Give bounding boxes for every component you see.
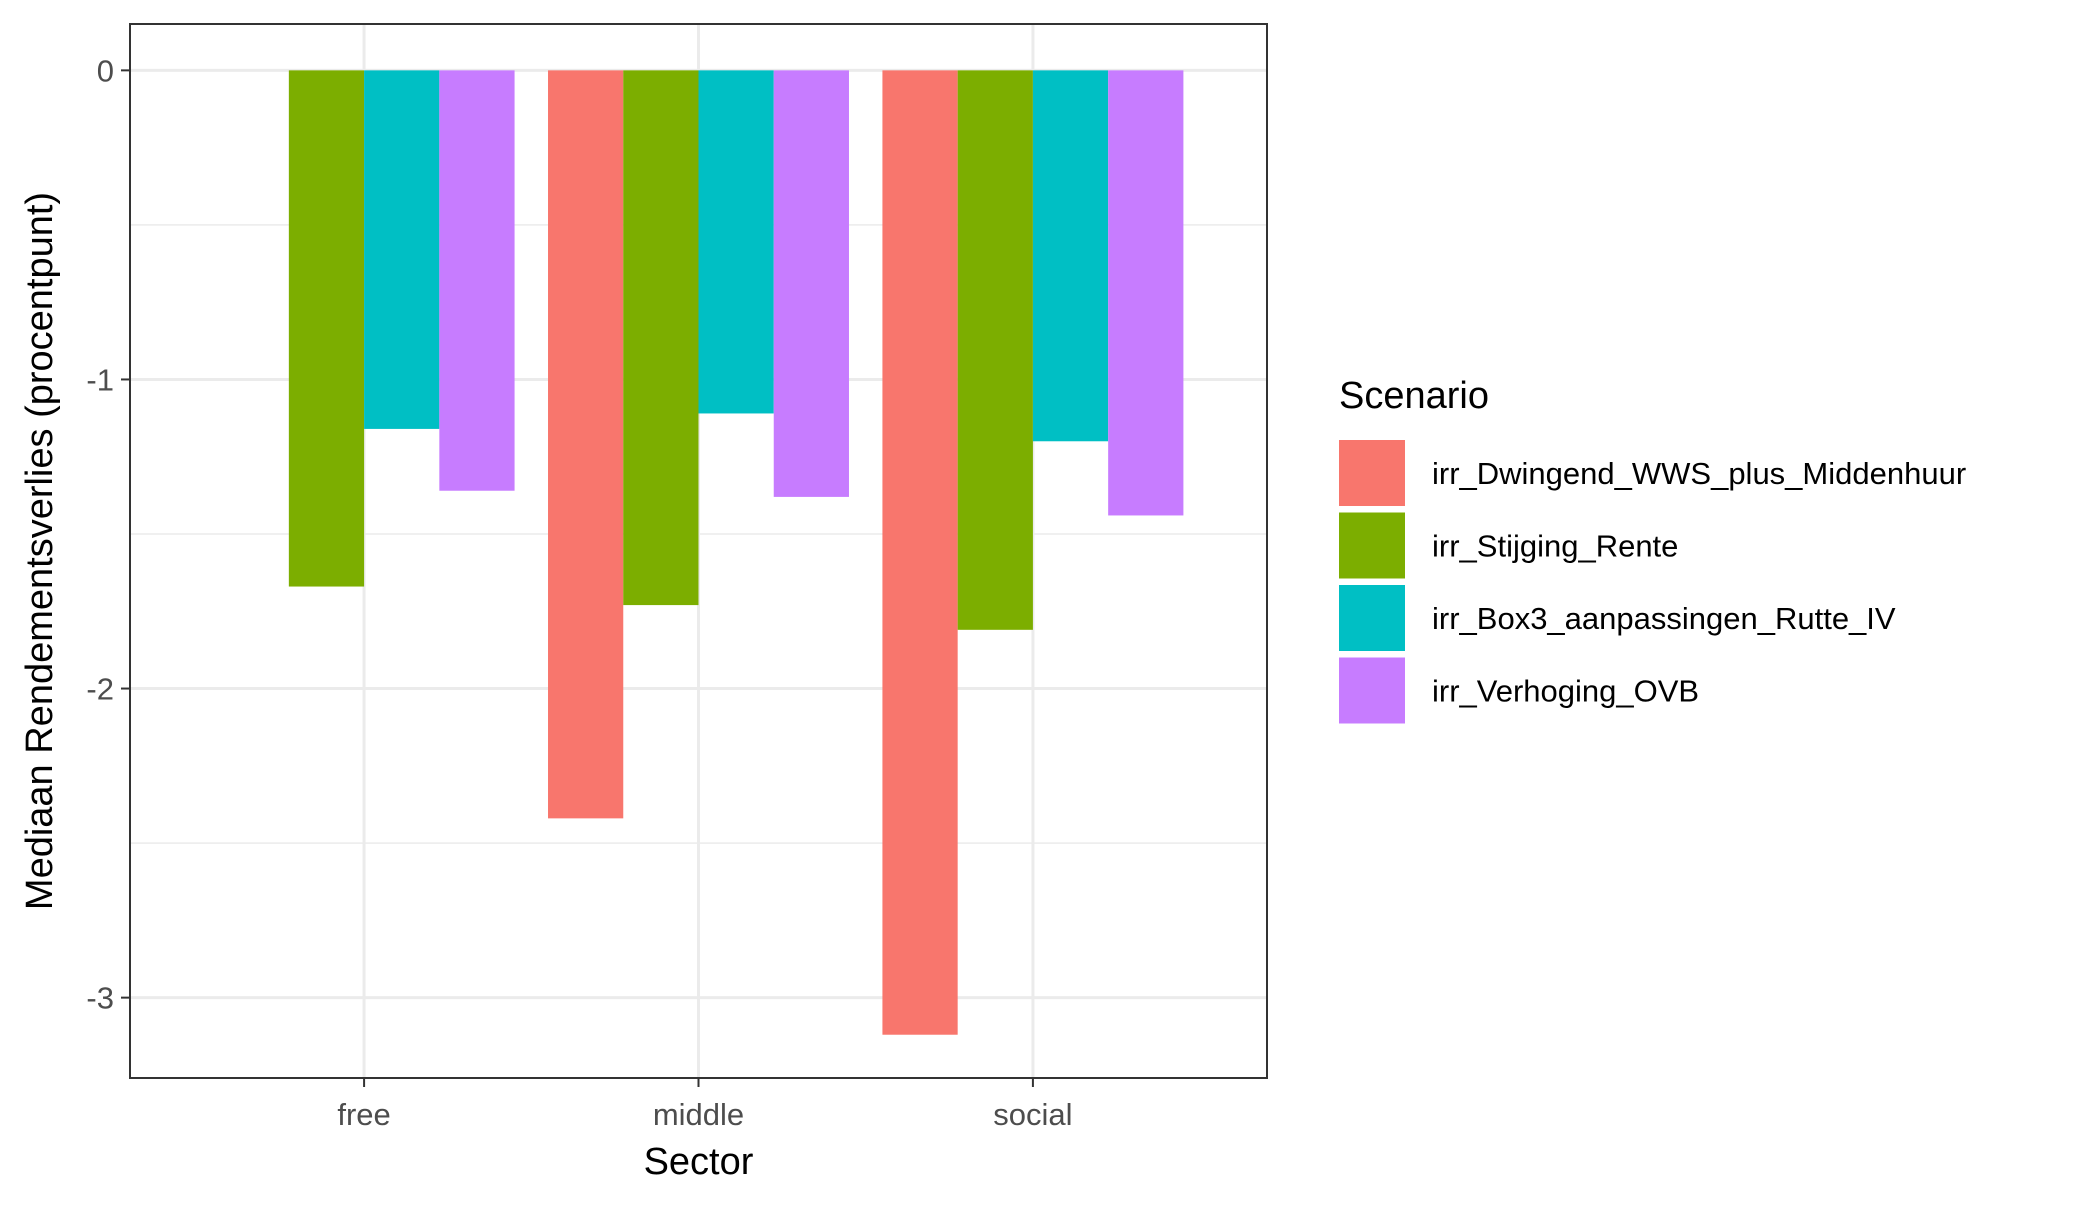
bar	[288, 70, 365, 587]
x-tick-label: social	[993, 1097, 1072, 1132]
legend: Scenario irr_Dwingend_WWS_plus_Middenhuu…	[1339, 375, 1966, 724]
bars	[288, 70, 1184, 1035]
bar	[882, 70, 958, 1035]
bar	[548, 70, 624, 819]
legend-label: irr_Verhoging_OVB	[1432, 674, 1699, 709]
legend-label: irr_Stijging_Rente	[1432, 529, 1678, 564]
bar	[957, 70, 1033, 630]
x-axis-ticks: free middle social	[337, 1078, 1073, 1132]
bar	[1032, 70, 1109, 442]
bar	[698, 70, 774, 414]
y-axis-title: Mediaan Rendementsverlies (procentpunt)	[19, 192, 61, 910]
y-tick-label: -2	[86, 672, 114, 707]
bar	[439, 70, 515, 491]
bar	[623, 70, 699, 606]
x-tick-label: middle	[653, 1097, 744, 1132]
y-tick-label: -3	[86, 981, 114, 1016]
legend-key	[1339, 585, 1405, 651]
legend-key	[1339, 440, 1405, 506]
legend-title: Scenario	[1339, 375, 1489, 417]
legend-label: irr_Dwingend_WWS_plus_Middenhuur	[1432, 456, 1966, 491]
x-tick-label: free	[337, 1097, 390, 1132]
y-tick-label: -1	[86, 362, 114, 397]
legend-key	[1339, 512, 1405, 579]
y-tick-label: 0	[97, 53, 114, 88]
y-axis-ticks: 0 -1 -2 -3	[86, 53, 130, 1016]
bar	[364, 70, 440, 429]
legend-label: irr_Box3_aanpassingen_Rutte_IV	[1432, 601, 1896, 636]
x-axis-title: Sector	[644, 1141, 754, 1183]
legend-key	[1339, 657, 1405, 724]
bar	[1108, 70, 1184, 516]
bar	[773, 70, 849, 497]
legend-items: irr_Dwingend_WWS_plus_Middenhuur irr_Stij…	[1339, 440, 1966, 724]
